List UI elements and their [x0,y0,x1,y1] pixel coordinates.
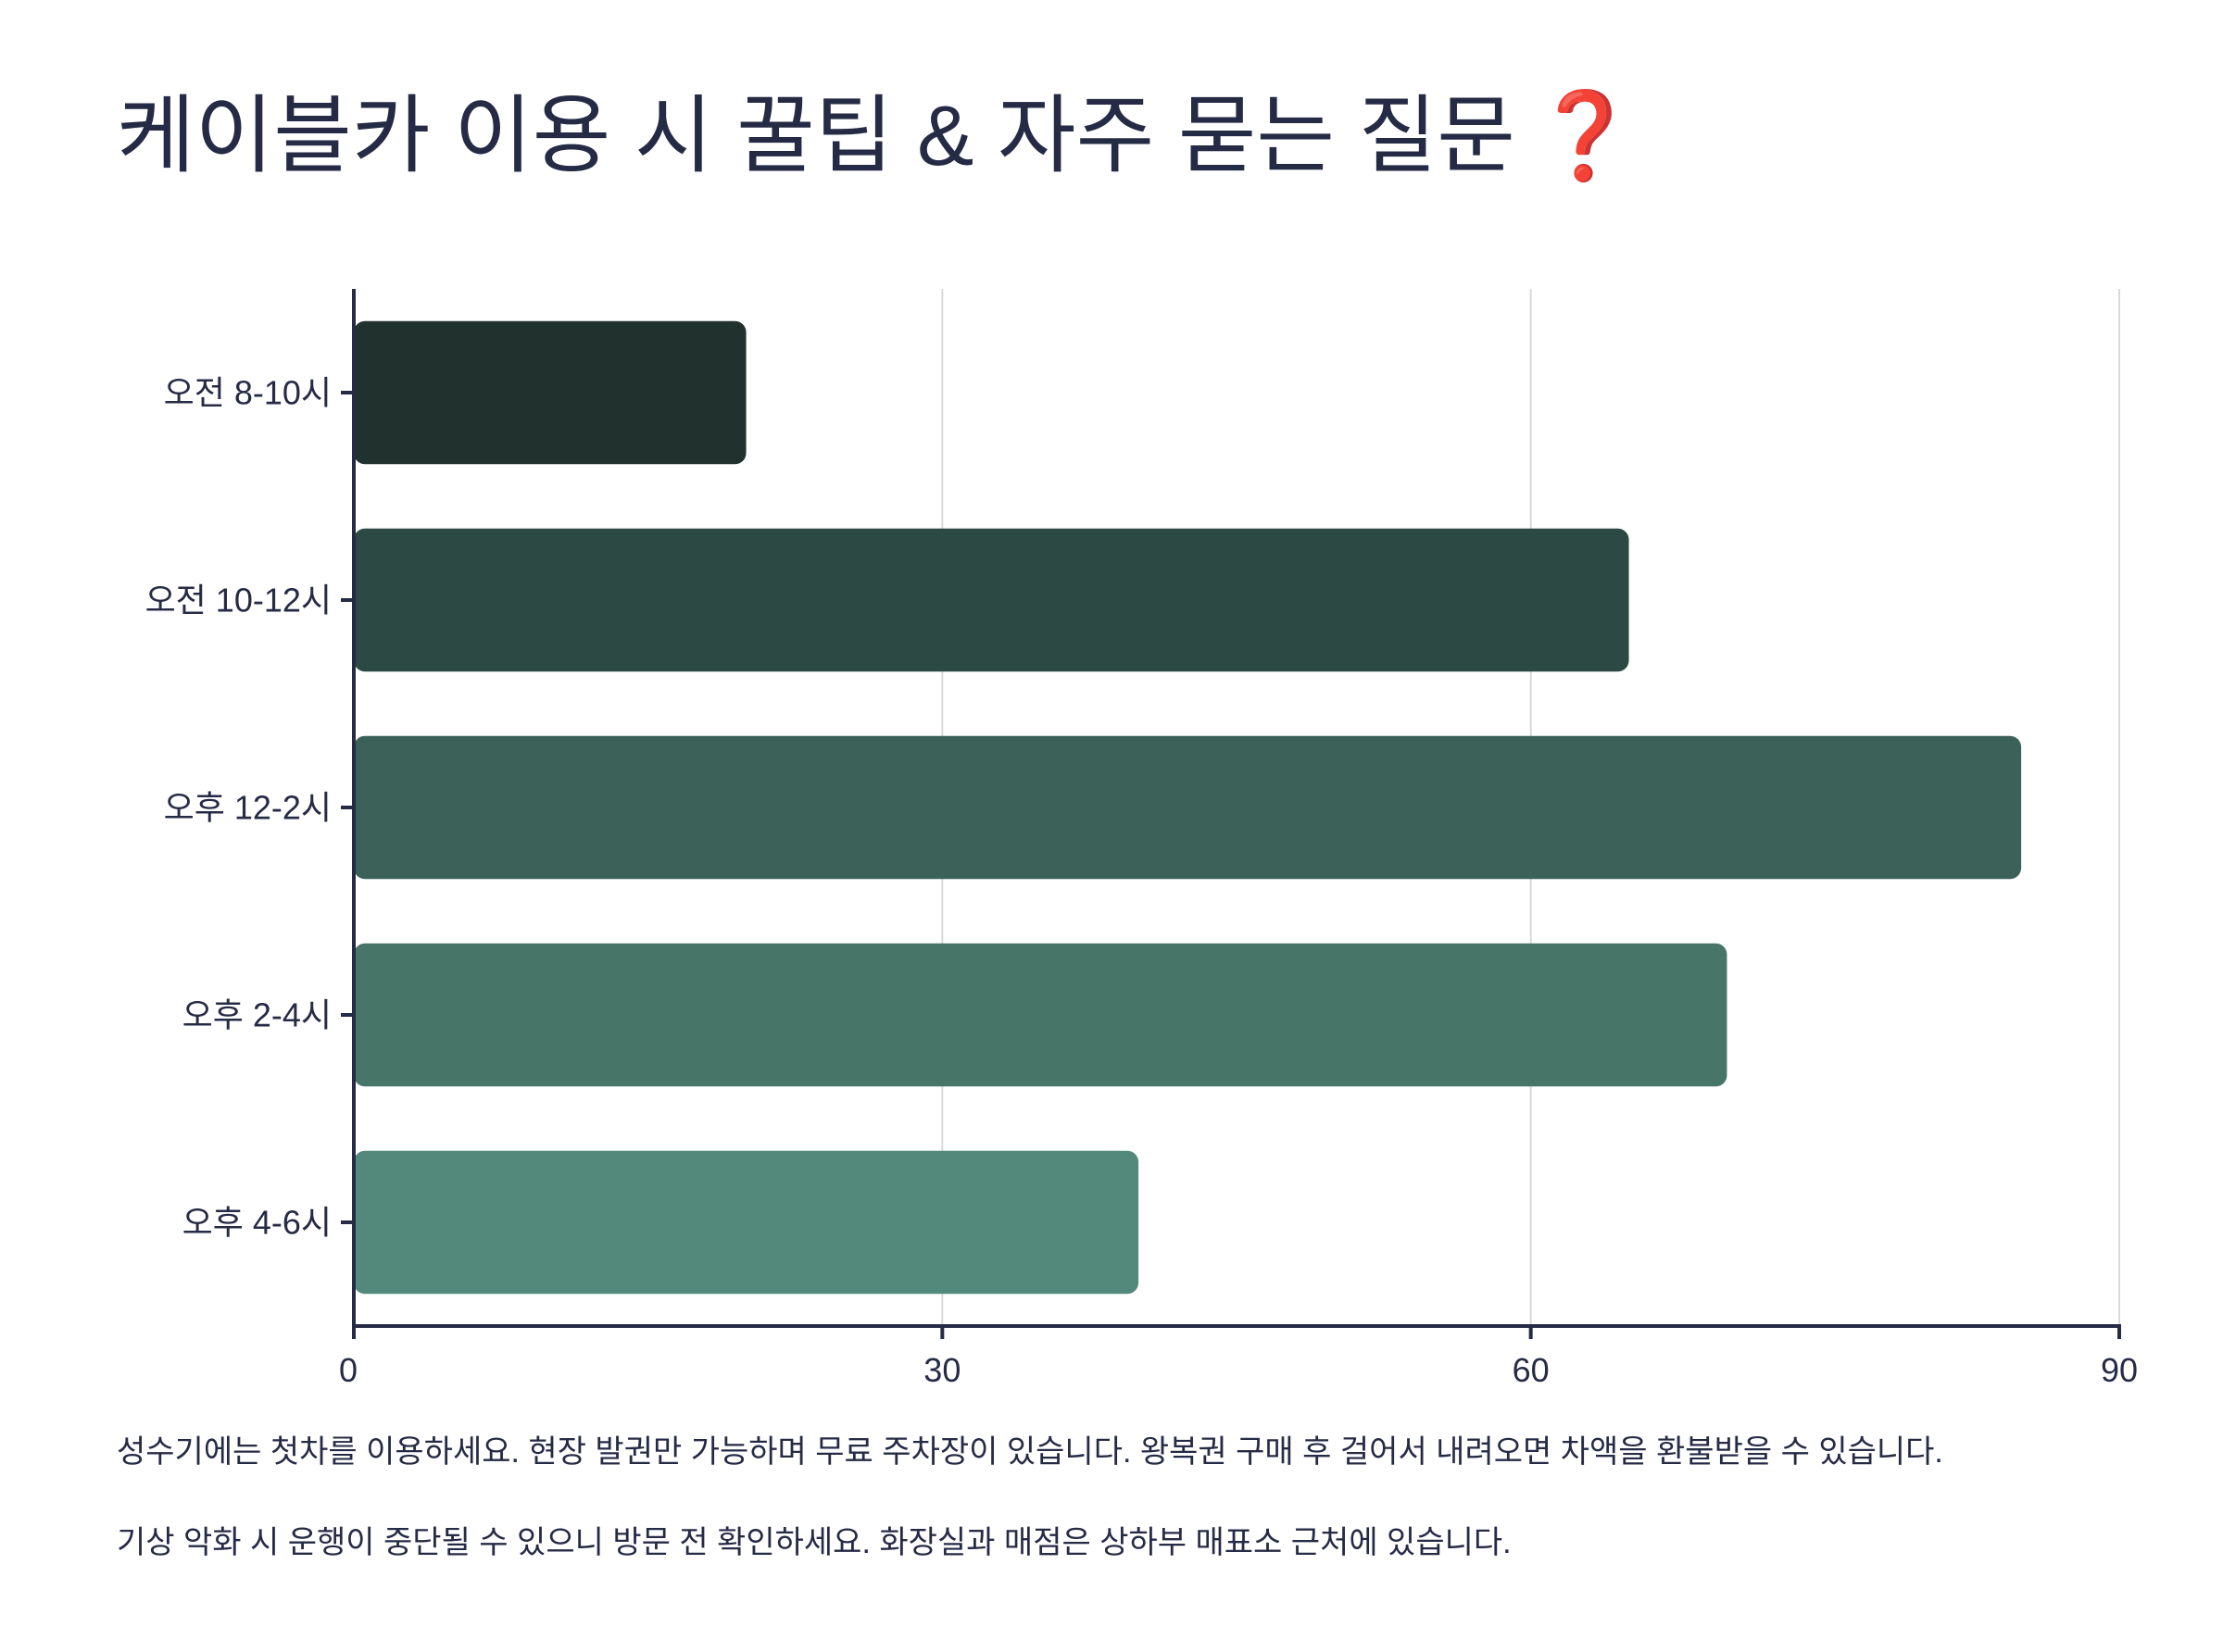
y-tick-label: 오후 4-6시 [182,1204,332,1242]
bar [354,1150,1139,1295]
bars [354,320,2022,1295]
y-tick-label: 오후 12-2시 [164,789,332,827]
tip-note: 기상 악화 시 운행이 중단될 수 있으니 방문 전 확인하세요. 화장실과 매… [117,1525,1512,1560]
y-tick-label: 오후 2-4시 [182,996,332,1034]
x-tick-label: 0 [339,1351,358,1389]
red-question-mark-icon: ❓ [1531,89,1639,183]
y-tick-label: 오전 8-10시 [164,374,332,412]
x-tick-label: 60 [1513,1351,1550,1389]
tip-note: 성수기에는 첫차를 이용하세요. 현장 발권만 가능하며 무료 주차장이 있습니… [117,1434,1943,1470]
x-tick-label: 30 [923,1351,961,1389]
axes [341,289,2121,1339]
bar [354,943,1727,1087]
bar [354,320,747,465]
x-tick-label: 90 [2101,1351,2138,1389]
page-title: 케이블카 이용 시 꿀팁 & 자주 묻는 질문 ❓ [117,85,1638,187]
bar [354,528,1629,672]
y-tick-label: 오전 10-12시 [145,582,332,620]
bar [354,735,2022,880]
page-title-text: 케이블카 이용 시 꿀팁 & 자주 묻는 질문 [117,89,1515,183]
